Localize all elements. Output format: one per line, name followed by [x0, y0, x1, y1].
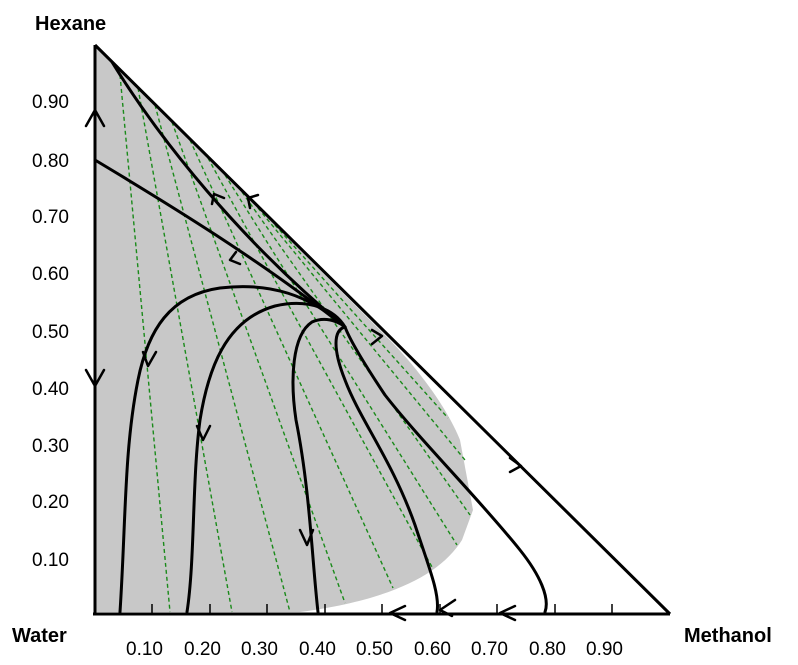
tick-label: 0.80	[529, 639, 566, 660]
vertex-label-bottom-right: Methanol	[684, 625, 772, 647]
arrow-icon	[498, 604, 517, 622]
tick-label: 0.10	[126, 639, 163, 660]
tick-label: 0.40	[32, 379, 69, 400]
tick-label: 0.20	[184, 639, 221, 660]
arrow-icon	[508, 456, 523, 474]
tie-line	[274, 224, 449, 419]
tick-label: 0.90	[586, 639, 623, 660]
tick-label: 0.30	[32, 436, 69, 457]
residue-curve	[343, 325, 548, 614]
tie-line	[224, 174, 458, 546]
tie-line	[189, 139, 394, 589]
tick-label: 0.30	[241, 639, 278, 660]
tick-label: 0.60	[32, 264, 69, 285]
direction-arrows	[84, 108, 523, 622]
tick-label: 0.50	[356, 639, 393, 660]
horizontal-axis-labels: 0.10 0.20 0.30 0.40 0.50 0.60 0.70 0.80 …	[126, 639, 623, 660]
tick-label: 0.80	[32, 151, 69, 172]
tick-label: 0.70	[471, 639, 508, 660]
arrow-icon	[195, 424, 212, 442]
tie-line	[119, 74, 171, 613]
vertex-label-bottom-left: Water	[12, 625, 67, 647]
tick-label: 0.60	[414, 639, 451, 660]
vertex-label-top: Hexane	[35, 13, 106, 35]
tick-label: 0.20	[32, 492, 69, 513]
tick-label: 0.90	[32, 92, 69, 113]
tick-label: 0.10	[32, 550, 69, 571]
residue-curve	[334, 325, 440, 614]
tie-line	[257, 207, 466, 461]
arrow-icon	[388, 604, 407, 622]
residue-curves	[93, 60, 548, 614]
two-phase-region	[95, 45, 473, 612]
bottom-tick-marks	[151, 604, 613, 614]
residue-curve	[185, 301, 347, 614]
arrow-icon	[228, 250, 242, 266]
vertical-axis-labels: 0.90 0.80 0.70 0.60 0.50 0.40 0.30 0.20 …	[32, 92, 69, 571]
tick-label: 0.50	[32, 322, 69, 343]
tick-label: 0.70	[32, 207, 69, 228]
arrow-icon	[141, 350, 158, 368]
hypotenuse	[93, 43, 672, 616]
residue-curve	[110, 60, 347, 329]
arrow-icon	[370, 328, 384, 346]
arrow-icon	[246, 193, 260, 210]
tie-line	[137, 87, 233, 613]
arrow-icon	[84, 368, 106, 388]
arrow-icon	[84, 108, 106, 128]
tick-label: 0.40	[299, 639, 336, 660]
arrow-icon	[298, 528, 315, 547]
tie-line	[171, 121, 346, 604]
tie-lines	[119, 74, 471, 613]
arrow-icon	[438, 598, 457, 618]
residue-curve	[291, 317, 347, 614]
arrow-icon	[210, 192, 226, 206]
tie-line	[241, 191, 471, 516]
tie-line	[207, 157, 433, 568]
residue-curve	[118, 285, 347, 614]
tie-line	[154, 104, 291, 613]
